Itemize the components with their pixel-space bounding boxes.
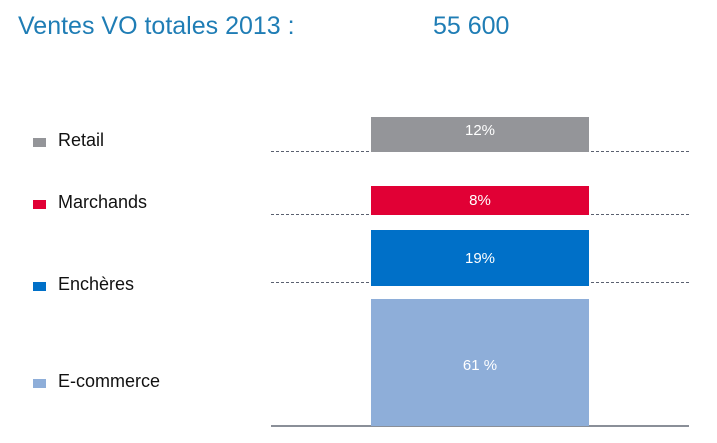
bar-segment-encheres: 19% [371,230,589,286]
legend-item-ecommerce: E-commerce [33,371,160,392]
legend-swatch [33,200,46,209]
baseline [271,425,689,427]
bar-segment-marchands: 8% [371,186,589,215]
total-value: 55 600 [433,12,510,40]
legend-item-encheres: Enchères [33,274,134,295]
legend-swatch [33,282,46,291]
legend-swatch [33,379,46,388]
legend-item-marchands: Marchands [33,192,147,213]
legend-swatch [33,138,46,147]
legend-label: Enchères [58,274,135,294]
legend-label: Retail [58,130,105,150]
legend-item-retail: Retail [33,130,104,151]
chart-title: Ventes VO totales 2013 : [18,12,295,40]
data-label: 19% [464,249,496,267]
data-label: 12% [464,122,496,139]
data-label: 61 % [462,357,498,374]
bar-segment-ecommerce: 61 % [371,299,589,426]
legend-label: Marchands [58,192,148,212]
legend-label: E-commerce [58,371,161,391]
data-label: 8% [469,192,491,209]
bar-segment-retail: 12% [371,117,589,152]
